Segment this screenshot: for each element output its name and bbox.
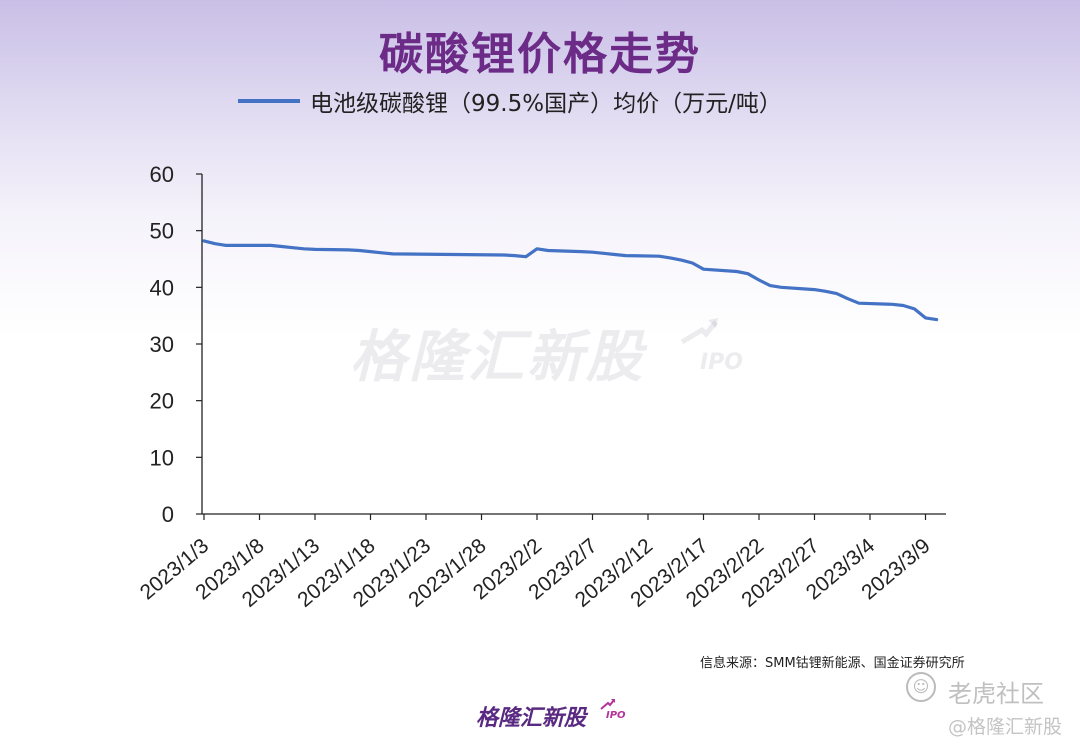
data-point [780,286,782,289]
chart-title: 碳酸锂价格走势 [379,29,701,80]
y-tick-label: 50 [150,219,174,244]
data-point [935,318,938,321]
data-point [924,317,927,319]
data-point [514,254,516,257]
watermark-ipo: IPO [700,350,744,375]
data-point [214,242,216,245]
data-point [891,303,893,306]
data-point [280,245,283,248]
data-point [680,259,683,261]
data-point [858,302,860,305]
data-point [236,244,239,247]
social-platform: 老虎社区 [948,680,1044,708]
data-point [292,246,294,249]
data-point [358,249,361,252]
data-point [269,244,272,247]
data-point [902,304,905,307]
data-point [525,255,527,258]
source-note: 信息来源：SMM钴锂新能源、国金证券研究所 [700,656,965,671]
data-point [380,252,383,254]
series-line [202,239,939,322]
data-point [625,254,627,257]
data-point [835,292,838,295]
data-point [303,248,305,250]
data-point [547,249,549,252]
data-point [691,262,694,264]
data-point [658,255,660,257]
chart-legend: 电池级碳酸锂（99.5%国产）均价（万元/吨） [238,86,782,117]
legend-label: 电池级碳酸锂（99.5%国产）均价（万元/吨） [310,91,782,117]
data-point [391,253,394,255]
watermark-text: 格隆汇新股 [350,325,645,390]
data-point [369,250,372,253]
data-point [502,254,505,256]
y-tick-label: 60 [150,162,174,187]
data-point [347,249,350,251]
tiger-icon: ☺ [906,672,936,702]
line-chart: 0 10 20 30 40 50 60 2023/1/32023/1/82023/1/132… [136,162,946,612]
brand-ipo: IPO [606,710,626,721]
y-tick-label: 0 [162,502,174,527]
y-tick-label: 10 [150,445,174,470]
data-point [225,244,227,247]
y-tick-label: 20 [150,389,174,414]
data-point [769,284,771,287]
data-point [669,257,671,259]
y-axis: 0 10 20 30 40 50 60 [150,162,203,527]
data-point [580,250,583,253]
y-tick-label: 30 [150,332,174,357]
data-point [736,270,738,273]
x-axis: 2023/1/32023/1/82023/1/132023/1/182023/1… [136,513,946,612]
data-point [913,308,916,310]
legend-line-swatch [238,99,300,103]
data-point [824,290,827,293]
data-point [613,253,616,256]
brand-logo-text: 格隆汇新股 [476,706,587,731]
data-point [602,252,605,255]
data-point [747,272,749,275]
brand-arrow-icon [600,699,615,710]
data-point [314,248,316,251]
data-point [813,288,816,291]
data-point [702,268,705,271]
data-point [847,297,849,300]
y-tick-label: 40 [150,275,174,300]
data-point [591,251,594,253]
series-layer [202,239,939,322]
data-point [203,240,205,242]
data-point [536,248,538,250]
social-handle: @格隆汇新股 [948,716,1063,738]
watermark-arrow-icon [680,318,718,345]
data-point [758,279,760,281]
